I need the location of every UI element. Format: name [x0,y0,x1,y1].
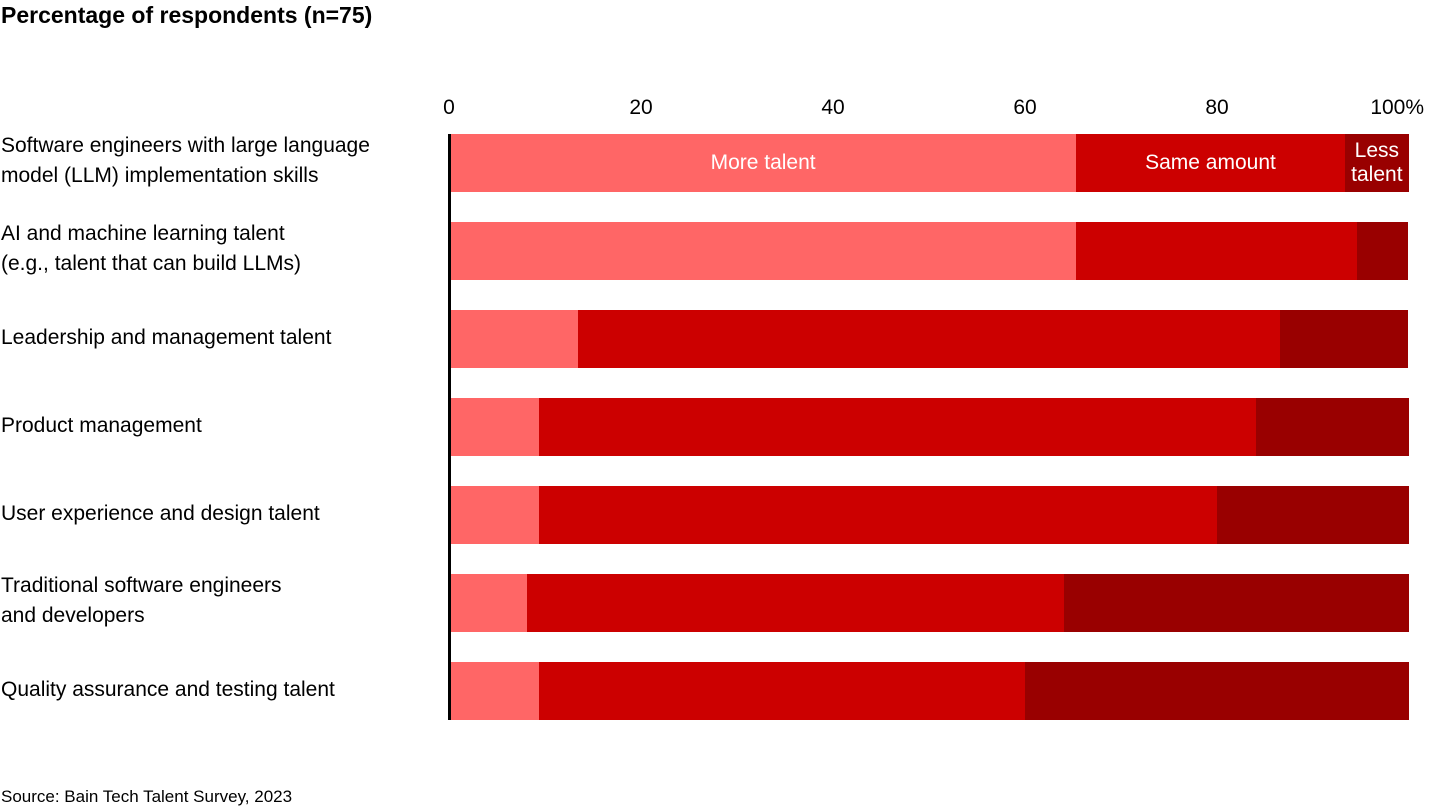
bar-segment-less [1063,574,1409,632]
bar-segment-same [1076,222,1358,280]
row-label-line: (e.g., talent that can build LLMs) [1,252,301,275]
row-label: Leadership and management talent [1,323,331,353]
bar-segment-same [539,486,1218,544]
bar-segment-same [526,574,1064,632]
row-label: Quality assurance and testing talent [1,675,335,705]
bar-segment-more: More talent [450,134,1077,192]
row-label: AI and machine learning talent (e.g., tal… [1,219,301,279]
source-note: Source: Bain Tech Talent Survey, 2023 [1,787,293,806]
stacked-bar [450,310,1409,368]
row-label-line: Leadership and management talent [1,326,332,349]
x-tick-60: 60 [1013,96,1037,119]
bar-segment-same [539,398,1256,456]
stacked-bar [450,486,1409,544]
x-tick-100: 100% [1370,96,1425,119]
row-label-line: and developers [1,604,145,627]
row-label: Traditional software engineers and develo… [1,571,282,631]
bar-segment-same [539,662,1026,720]
bar-segment-less [1280,310,1409,368]
x-tick-0: 0 [443,96,455,119]
bar-segment-less [1025,662,1409,720]
bar-segment-more [450,574,527,632]
bar-segment-same [577,310,1281,368]
row-label: Product management [1,411,202,441]
y-axis-line [448,134,451,720]
x-tick-40: 40 [821,96,845,119]
row-label: User experience and design talent [1,499,320,529]
bar-segment-more [450,486,540,544]
bar-segment-more [450,662,540,720]
inline-label-same: Same amount [1145,151,1276,174]
stacked-bar: More talent Same amount Less talent [450,134,1409,192]
inline-label-less-line: Less [1354,139,1400,162]
bar-segment-more [450,222,1077,280]
inline-label-less: Less talent [1351,139,1402,187]
bar-segment-less: Less talent [1344,134,1409,192]
stacked-bar [450,662,1409,720]
stacked-bar [450,398,1409,456]
inline-label-less-line: talent [1351,163,1403,186]
x-tick-80: 80 [1205,96,1229,119]
inline-label-more: More talent [710,151,816,174]
row-label-line: User experience and design talent [1,502,320,525]
bar-segment-more [450,310,578,368]
chart-title: Percentage of respondents (n=75) [1,2,373,28]
stacked-bar [450,222,1409,280]
row-label-line: Software engineers with large language [1,134,370,157]
row-label-line: Traditional software engineers [1,574,282,597]
row-label-line: model (LLM) implementation skills [1,164,319,187]
bar-segment-more [450,398,540,456]
bar-segment-less [1357,222,1409,280]
x-tick-20: 20 [629,96,653,119]
row-label-line: Product management [1,414,202,437]
row-label-line: AI and machine learning talent [1,222,285,245]
bar-segment-same: Same amount [1076,134,1345,192]
stacked-bar [450,574,1409,632]
bar-segment-less [1255,398,1409,456]
row-label-line: Quality assurance and testing talent [1,678,335,701]
bar-segment-less [1217,486,1409,544]
row-label: Software engineers with large language mo… [1,131,370,191]
